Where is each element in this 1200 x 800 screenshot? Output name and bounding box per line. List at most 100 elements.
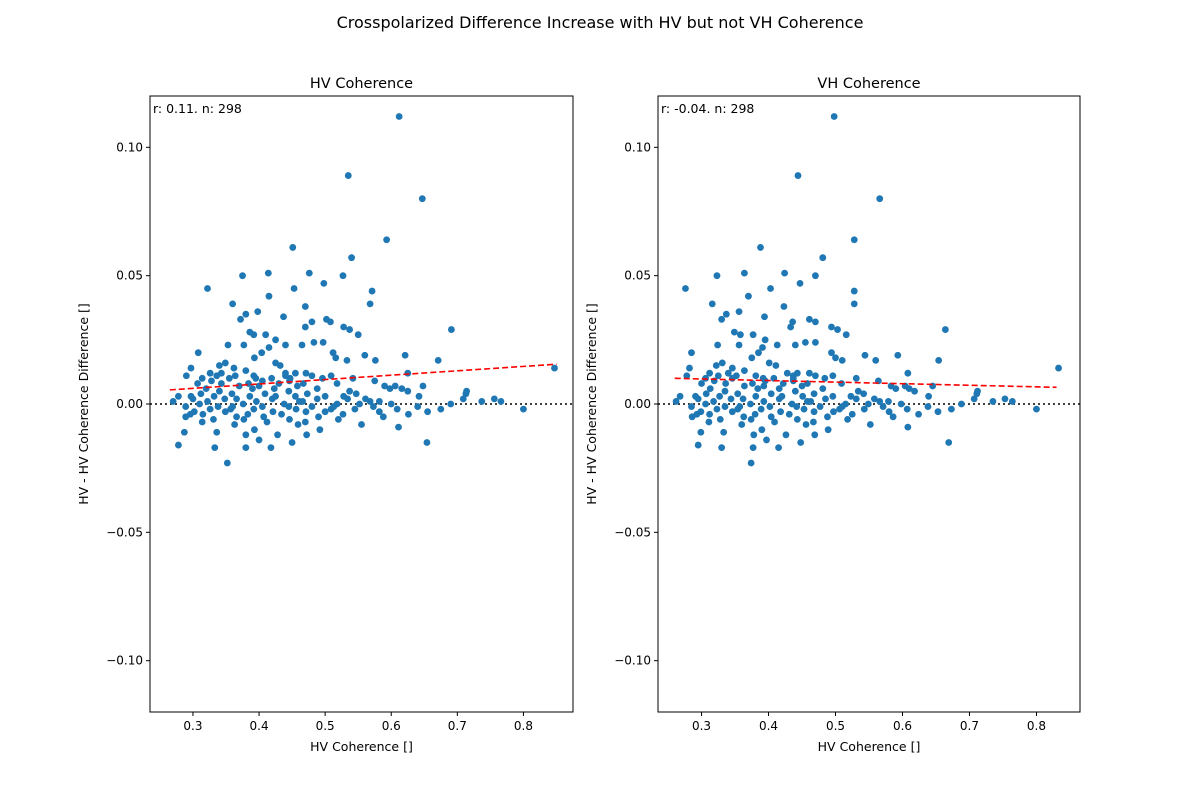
scatter-point xyxy=(852,374,860,382)
x-tick-label: 0.6 xyxy=(382,719,401,733)
scatter-point xyxy=(240,341,248,349)
scatter-point xyxy=(262,331,270,339)
scatter-point xyxy=(767,285,774,292)
scatter-point xyxy=(708,300,716,308)
scatter-point xyxy=(242,367,250,375)
scatter-point xyxy=(777,408,784,416)
scatter-point xyxy=(321,392,329,400)
scatter-point xyxy=(749,331,757,339)
scatter-point xyxy=(228,390,236,398)
scatter-point xyxy=(718,359,726,367)
scatter-point xyxy=(253,398,260,405)
y-axis-label: HV - HV Coherence Difference [] xyxy=(584,303,599,505)
scatter-point xyxy=(233,413,240,421)
scatter-point xyxy=(773,341,781,349)
x-tick-label: 0.3 xyxy=(692,719,711,733)
scatter-point xyxy=(308,318,316,326)
scatter-point xyxy=(903,405,911,413)
scatter-point xyxy=(796,279,804,287)
scatter-point xyxy=(829,372,837,380)
scatter-point xyxy=(447,400,455,408)
scatter-point xyxy=(801,339,809,346)
scatter-point xyxy=(718,315,726,323)
scatter-point xyxy=(423,439,431,446)
scatter-point xyxy=(747,459,755,467)
scatter-point xyxy=(894,351,902,359)
scatter-point xyxy=(290,285,298,292)
scatter-point xyxy=(237,315,244,323)
scatter-point xyxy=(225,374,233,382)
scatter-point xyxy=(747,400,754,408)
scatter-point xyxy=(189,395,197,403)
scatter-point xyxy=(810,418,817,426)
scatter-point xyxy=(196,400,203,408)
scatter-point xyxy=(240,416,248,423)
scatter-point xyxy=(860,390,868,398)
scatter-point xyxy=(686,364,693,372)
scatter-point xyxy=(721,403,729,410)
scatter-point xyxy=(838,403,846,410)
scatter-point xyxy=(246,392,254,400)
scatter-point xyxy=(838,356,846,364)
regression-fit-line xyxy=(169,363,557,391)
scatter-point xyxy=(800,405,808,413)
scatter-point xyxy=(754,385,762,392)
scatter-point xyxy=(682,285,689,292)
scatter-point xyxy=(254,308,262,315)
scatter-point xyxy=(333,380,341,387)
scatter-point xyxy=(672,398,680,405)
scatter-point xyxy=(221,395,229,403)
scatter-point xyxy=(395,423,402,431)
scatter-point xyxy=(366,300,374,308)
stats-annotation: r: 0.11. n: 298 xyxy=(153,101,242,116)
x-tick-label: 0.7 xyxy=(960,719,979,733)
scatter-point xyxy=(343,356,351,364)
scatter-point xyxy=(797,439,805,446)
y-axis-label: HV - HV Coherence Difference [] xyxy=(76,303,91,505)
scatter-point xyxy=(892,385,900,392)
x-tick-label: 0.5 xyxy=(826,719,845,733)
scatter-point xyxy=(850,236,858,244)
scatter-point xyxy=(738,421,746,428)
scatter-point xyxy=(734,405,742,413)
scatter-point xyxy=(925,392,933,400)
scatter-point xyxy=(221,408,229,416)
scatter-point xyxy=(268,395,276,403)
scatter-point xyxy=(316,426,324,434)
y-tick-label: −0.05 xyxy=(106,525,143,539)
scatter-point xyxy=(741,367,748,375)
scatter-point xyxy=(791,387,799,395)
scatter-point xyxy=(204,285,211,292)
scatter-point xyxy=(805,315,813,323)
scatter-point xyxy=(830,113,838,120)
scatter-point xyxy=(313,385,321,392)
y-tick-label: 0.10 xyxy=(624,140,651,154)
scatter-point xyxy=(763,436,770,444)
x-tick-label: 0.3 xyxy=(183,719,202,733)
scatter-point xyxy=(261,390,269,398)
subplot-title: VH Coherence xyxy=(817,76,920,92)
subplot-vh: VH Coherence 0.3 0.4 0.5 0.6 0.7 0.8 −0.10 −0.05… xyxy=(584,76,1081,754)
scatter-point xyxy=(860,405,868,413)
scatter-point xyxy=(819,385,827,392)
scatter-point xyxy=(720,428,728,436)
scatter-point xyxy=(866,421,874,428)
scatter-point xyxy=(204,398,211,405)
x-axis-label: HV Coherence [] xyxy=(310,739,413,754)
scatter-point xyxy=(182,403,190,410)
scatter-point xyxy=(258,403,266,410)
scatter-point xyxy=(811,431,819,439)
scatter-point xyxy=(278,410,285,418)
scatter-point xyxy=(310,339,318,346)
scatter-point xyxy=(1008,398,1016,405)
scatter-point xyxy=(414,403,422,410)
scatter-point xyxy=(775,395,783,403)
scatter-point xyxy=(735,308,743,315)
scatter-point xyxy=(329,349,337,357)
scatter-point xyxy=(381,382,389,390)
scatter-point xyxy=(974,387,981,395)
scatter-point xyxy=(231,421,239,428)
scatter-point xyxy=(783,369,791,377)
scatter-point xyxy=(351,405,359,413)
scatter-point xyxy=(321,408,329,416)
